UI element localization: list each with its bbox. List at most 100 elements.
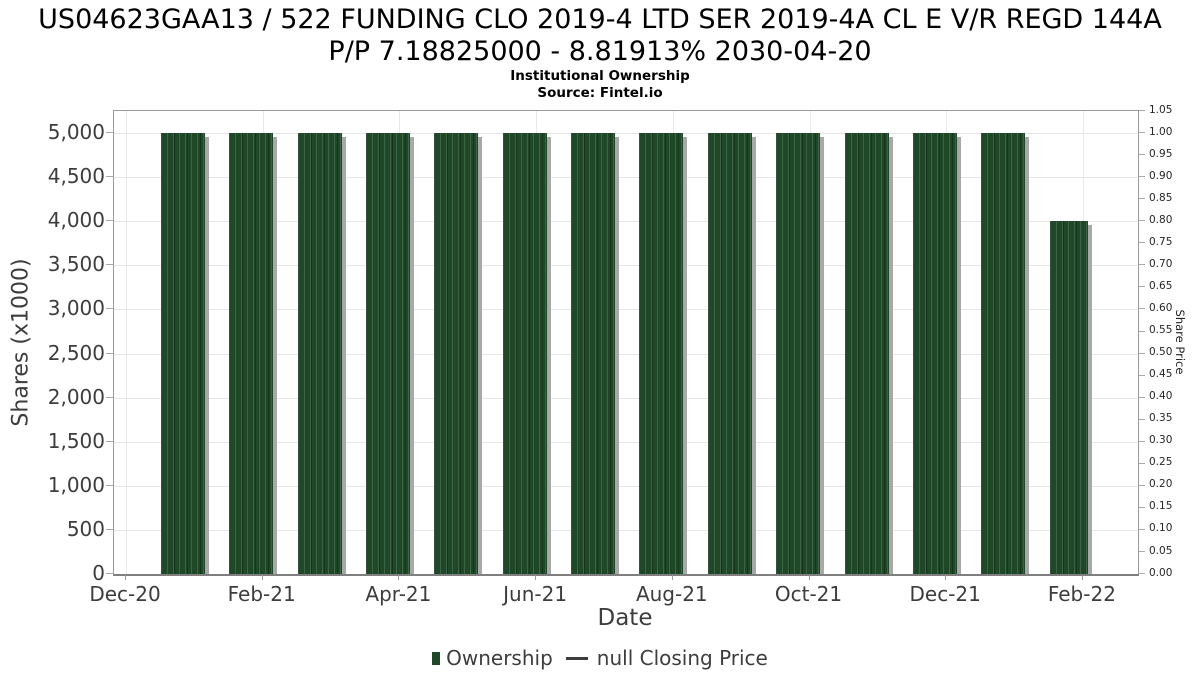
y-tick-label-right: 0.00 (1149, 566, 1173, 579)
y-tick-mark-left (106, 220, 113, 222)
chart-title-line2: P/P 7.18825000 - 8.81913% 2030-04-20 (328, 36, 872, 67)
y-tick-mark-right (1139, 198, 1145, 200)
bar (161, 133, 205, 574)
y-tick-mark-left (106, 440, 113, 442)
h-gridline (114, 265, 1138, 267)
y-tick-mark-right (1139, 286, 1145, 288)
h-gridline (114, 529, 1138, 531)
y-tick-label-left: 1,500 (47, 428, 105, 453)
y-tick-label-right: 0.65 (1149, 279, 1173, 292)
y-tick-mark-left (106, 264, 113, 266)
y-tick-label-right: 0.25 (1149, 456, 1173, 469)
y-tick-mark-right (1139, 330, 1145, 332)
y-axis-right-label: Share Price (1173, 309, 1187, 375)
h-gridline (114, 397, 1138, 399)
x-tick-mark (1081, 575, 1083, 580)
y-tick-label-right: 0.35 (1149, 412, 1173, 425)
y-tick-mark-right (1139, 396, 1145, 398)
x-tick-mark (261, 575, 263, 580)
bar (434, 133, 479, 574)
x-tick-label: Oct-21 (774, 582, 843, 606)
x-axis-label: Date (597, 605, 653, 631)
h-gridline (114, 177, 1138, 179)
ownership-swatch-icon (432, 651, 441, 665)
y-tick-label-right: 0.05 (1149, 544, 1173, 557)
chart-source: Source: Fintel.io (537, 85, 663, 101)
bar (844, 133, 889, 574)
bar (229, 133, 274, 574)
h-gridline (114, 221, 1138, 223)
y-tick-mark-right (1139, 132, 1145, 133)
x-tick-label: Dec-21 (909, 582, 981, 606)
y-tick-mark-left (106, 132, 113, 133)
y-tick-label-right: 0.55 (1149, 324, 1173, 336)
plot-area (113, 110, 1139, 576)
y-tick-label-right: 0.80 (1149, 213, 1173, 226)
y-tick-label-right: 0.95 (1149, 147, 1173, 160)
bar (571, 133, 616, 574)
y-tick-label-right: 0.50 (1149, 346, 1173, 358)
y-tick-mark-left (106, 528, 113, 530)
y-tick-label-left: 4,500 (47, 164, 105, 189)
x-tick-mark (808, 575, 810, 580)
y-tick-mark-right (1139, 220, 1145, 222)
y-tick-mark-right (1139, 352, 1145, 354)
y-tick-label-right: 0.20 (1149, 478, 1173, 491)
h-gridline (114, 353, 1138, 355)
x-tick-label: Dec-20 (89, 582, 161, 606)
y-tick-mark-left (106, 352, 113, 354)
y-tick-mark-left (106, 573, 113, 574)
x-tick-mark (398, 575, 400, 580)
y-tick-label-right: 0.60 (1149, 301, 1173, 314)
v-gridline (126, 111, 127, 574)
y-tick-label-right: 1.05 (1149, 103, 1173, 116)
bar (776, 133, 821, 574)
y-tick-mark-right (1139, 264, 1145, 266)
bar (1049, 221, 1088, 574)
x-tick-label: Feb-22 (1047, 582, 1116, 606)
x-tick-label: Feb-21 (227, 582, 296, 606)
price-line-icon (565, 656, 588, 660)
x-tick-label: Aug-21 (635, 582, 708, 606)
legend-price-label: null Closing Price (596, 646, 768, 670)
y-tick-mark-right (1139, 154, 1145, 156)
y-tick-label-left: 1,000 (47, 472, 105, 497)
legend: Ownership null Closing Price (0, 645, 1200, 671)
y-tick-label-left: 3,500 (47, 252, 105, 277)
y-tick-label-left: 2,000 (47, 384, 105, 409)
y-tick-label-left: 0 (92, 561, 105, 585)
x-tick-mark (671, 575, 673, 580)
y-tick-mark-right (1139, 528, 1145, 530)
bar (366, 133, 410, 574)
y-tick-mark-right (1139, 110, 1145, 111)
y-tick-mark-left (106, 396, 113, 398)
y-tick-mark-right (1139, 176, 1145, 178)
chart-title-line1: US04623GAA13 / 522 FUNDING CLO 2019-4 LT… (38, 4, 1162, 35)
y-tick-mark-right (1139, 506, 1145, 508)
x-tick-label: Apr-21 (365, 582, 432, 606)
y-tick-mark-right (1139, 484, 1145, 486)
y-tick-mark-right (1139, 551, 1145, 552)
y-tick-label-left: 2,500 (47, 340, 105, 365)
h-gridline (114, 441, 1138, 443)
x-tick-mark (945, 575, 947, 580)
y-tick-label-right: 1.00 (1149, 125, 1173, 138)
y-tick-label-left: 5,000 (47, 120, 105, 144)
y-tick-mark-right (1139, 440, 1145, 442)
chart-title: US04623GAA13 / 522 FUNDING CLO 2019-4 LT… (0, 4, 1200, 68)
y-tick-mark-right (1139, 573, 1145, 574)
h-gridline (114, 309, 1138, 311)
bar (981, 133, 1026, 574)
y-tick-label-right: 0.45 (1149, 368, 1173, 381)
y-tick-mark-right (1139, 242, 1145, 244)
y-tick-label-right: 0.70 (1149, 257, 1173, 270)
y-tick-label-left: 3,000 (47, 296, 105, 321)
y-tick-label-right: 0.40 (1149, 390, 1173, 403)
y-tick-mark-right (1139, 418, 1145, 420)
y-tick-label-left: 4,000 (47, 208, 105, 233)
bar (502, 133, 547, 574)
h-gridline (114, 133, 1138, 134)
bar (707, 133, 752, 574)
x-tick-label: Jun-21 (503, 582, 568, 606)
